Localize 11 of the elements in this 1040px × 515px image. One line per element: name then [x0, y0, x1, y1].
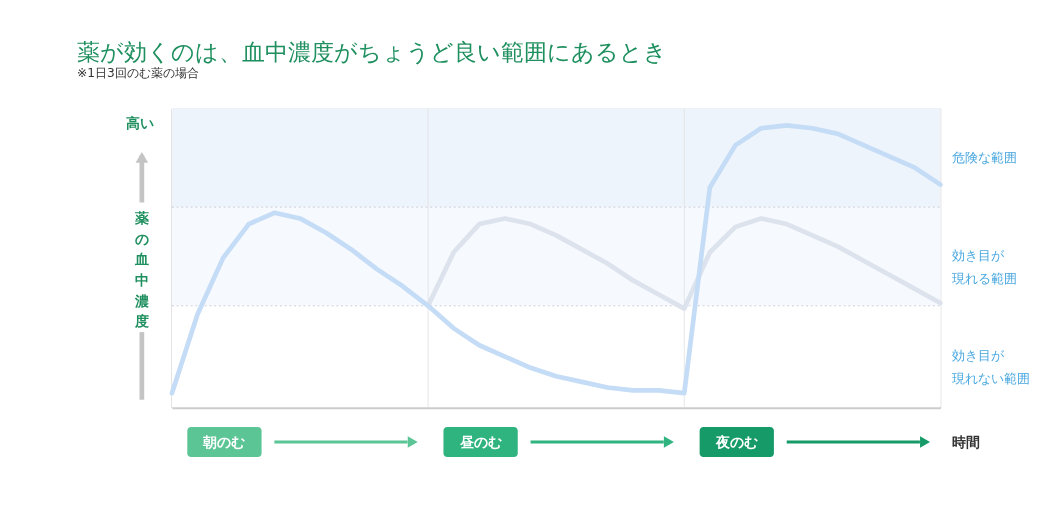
- text: 夜のむ: [714, 433, 758, 450]
- band-label: 危険な範囲: [951, 149, 1017, 165]
- x-axis-title: 時間: [951, 433, 980, 450]
- chart-subtitle: ※1日3回のむ薬の場合: [77, 66, 199, 81]
- band-label: 効き目が現れない範囲: [951, 348, 1030, 386]
- chart-title: 薬が効くのは、血中濃度がちょうど良い範囲にあるとき: [77, 38, 668, 67]
- y-axis-title: 薬の血中濃度: [133, 210, 149, 330]
- text: 昼のむ: [458, 433, 502, 450]
- text: 朝のむ: [202, 433, 246, 450]
- band-label: 効き目が現れる範囲: [951, 248, 1017, 286]
- text: 高い: [125, 115, 154, 132]
